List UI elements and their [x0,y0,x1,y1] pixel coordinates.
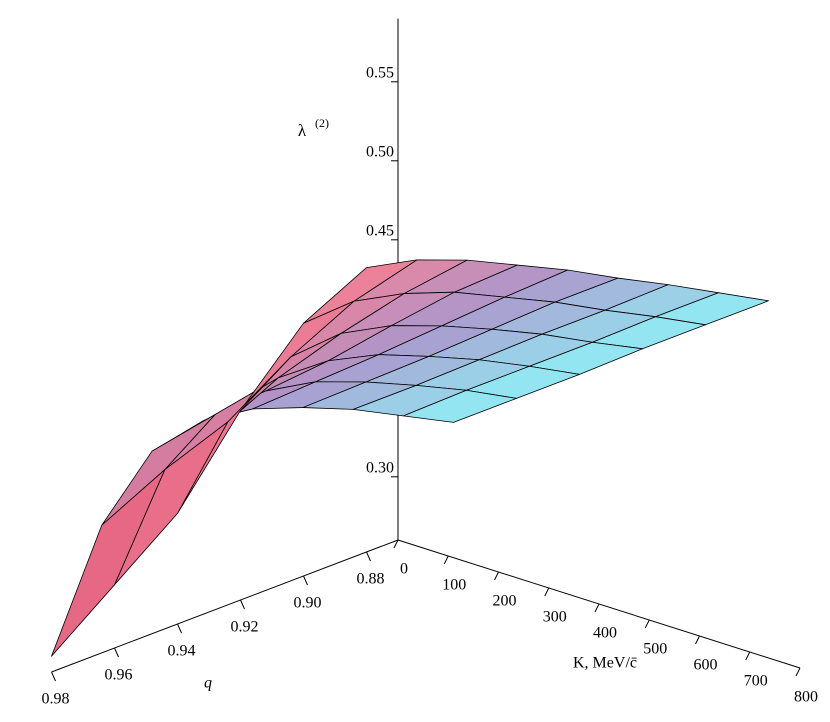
z-tick-label: 0.30 [366,459,394,476]
x-tick-label: 400 [593,625,617,642]
z-axis-label-sup: (2) [315,116,329,130]
surface-patch [164,377,279,471]
y-tick-label: 0.98 [42,691,70,708]
y-axis-label: q [204,675,212,692]
x-tick [443,555,449,565]
x-tick-label: 300 [543,609,567,626]
y-axis [51,539,399,673]
y-tick-label: 0.90 [294,595,322,612]
x-tick [393,539,399,549]
y-tick-label: 0.94 [168,643,196,660]
y-tick [51,671,56,682]
z-tick-label: 0.45 [366,222,394,239]
y-tick-label: 0.92 [231,619,259,636]
z-axis-label: λ [298,121,307,140]
y-tick [177,623,182,634]
x-tick [745,651,751,661]
x-tick [795,667,801,677]
y-tick [114,647,119,658]
y-tick [240,599,245,610]
y-tick-label: 0.96 [105,667,133,684]
x-tick-label: 700 [744,673,768,690]
x-tick-label: 500 [643,641,667,658]
x-tick-label: 0 [400,561,408,578]
y-tick [303,575,308,586]
x-tick [695,635,700,645]
z-tick-label: 0.50 [366,143,394,160]
x-tick-label: 200 [493,593,517,610]
x-tick-label: 800 [794,689,818,706]
surface-patch [51,469,166,657]
z-tick-label: 0.55 [366,64,394,81]
x-tick [644,619,650,629]
x-tick [494,571,499,581]
x-axis-label: K, MeV/c̄ [573,655,637,672]
x-tick-label: 600 [694,657,718,674]
y-tick-label: 0.88 [357,571,385,588]
x-tick [544,587,550,597]
y-tick [366,551,371,562]
x-tick [594,603,600,613]
x-tick-label: 100 [442,577,466,594]
